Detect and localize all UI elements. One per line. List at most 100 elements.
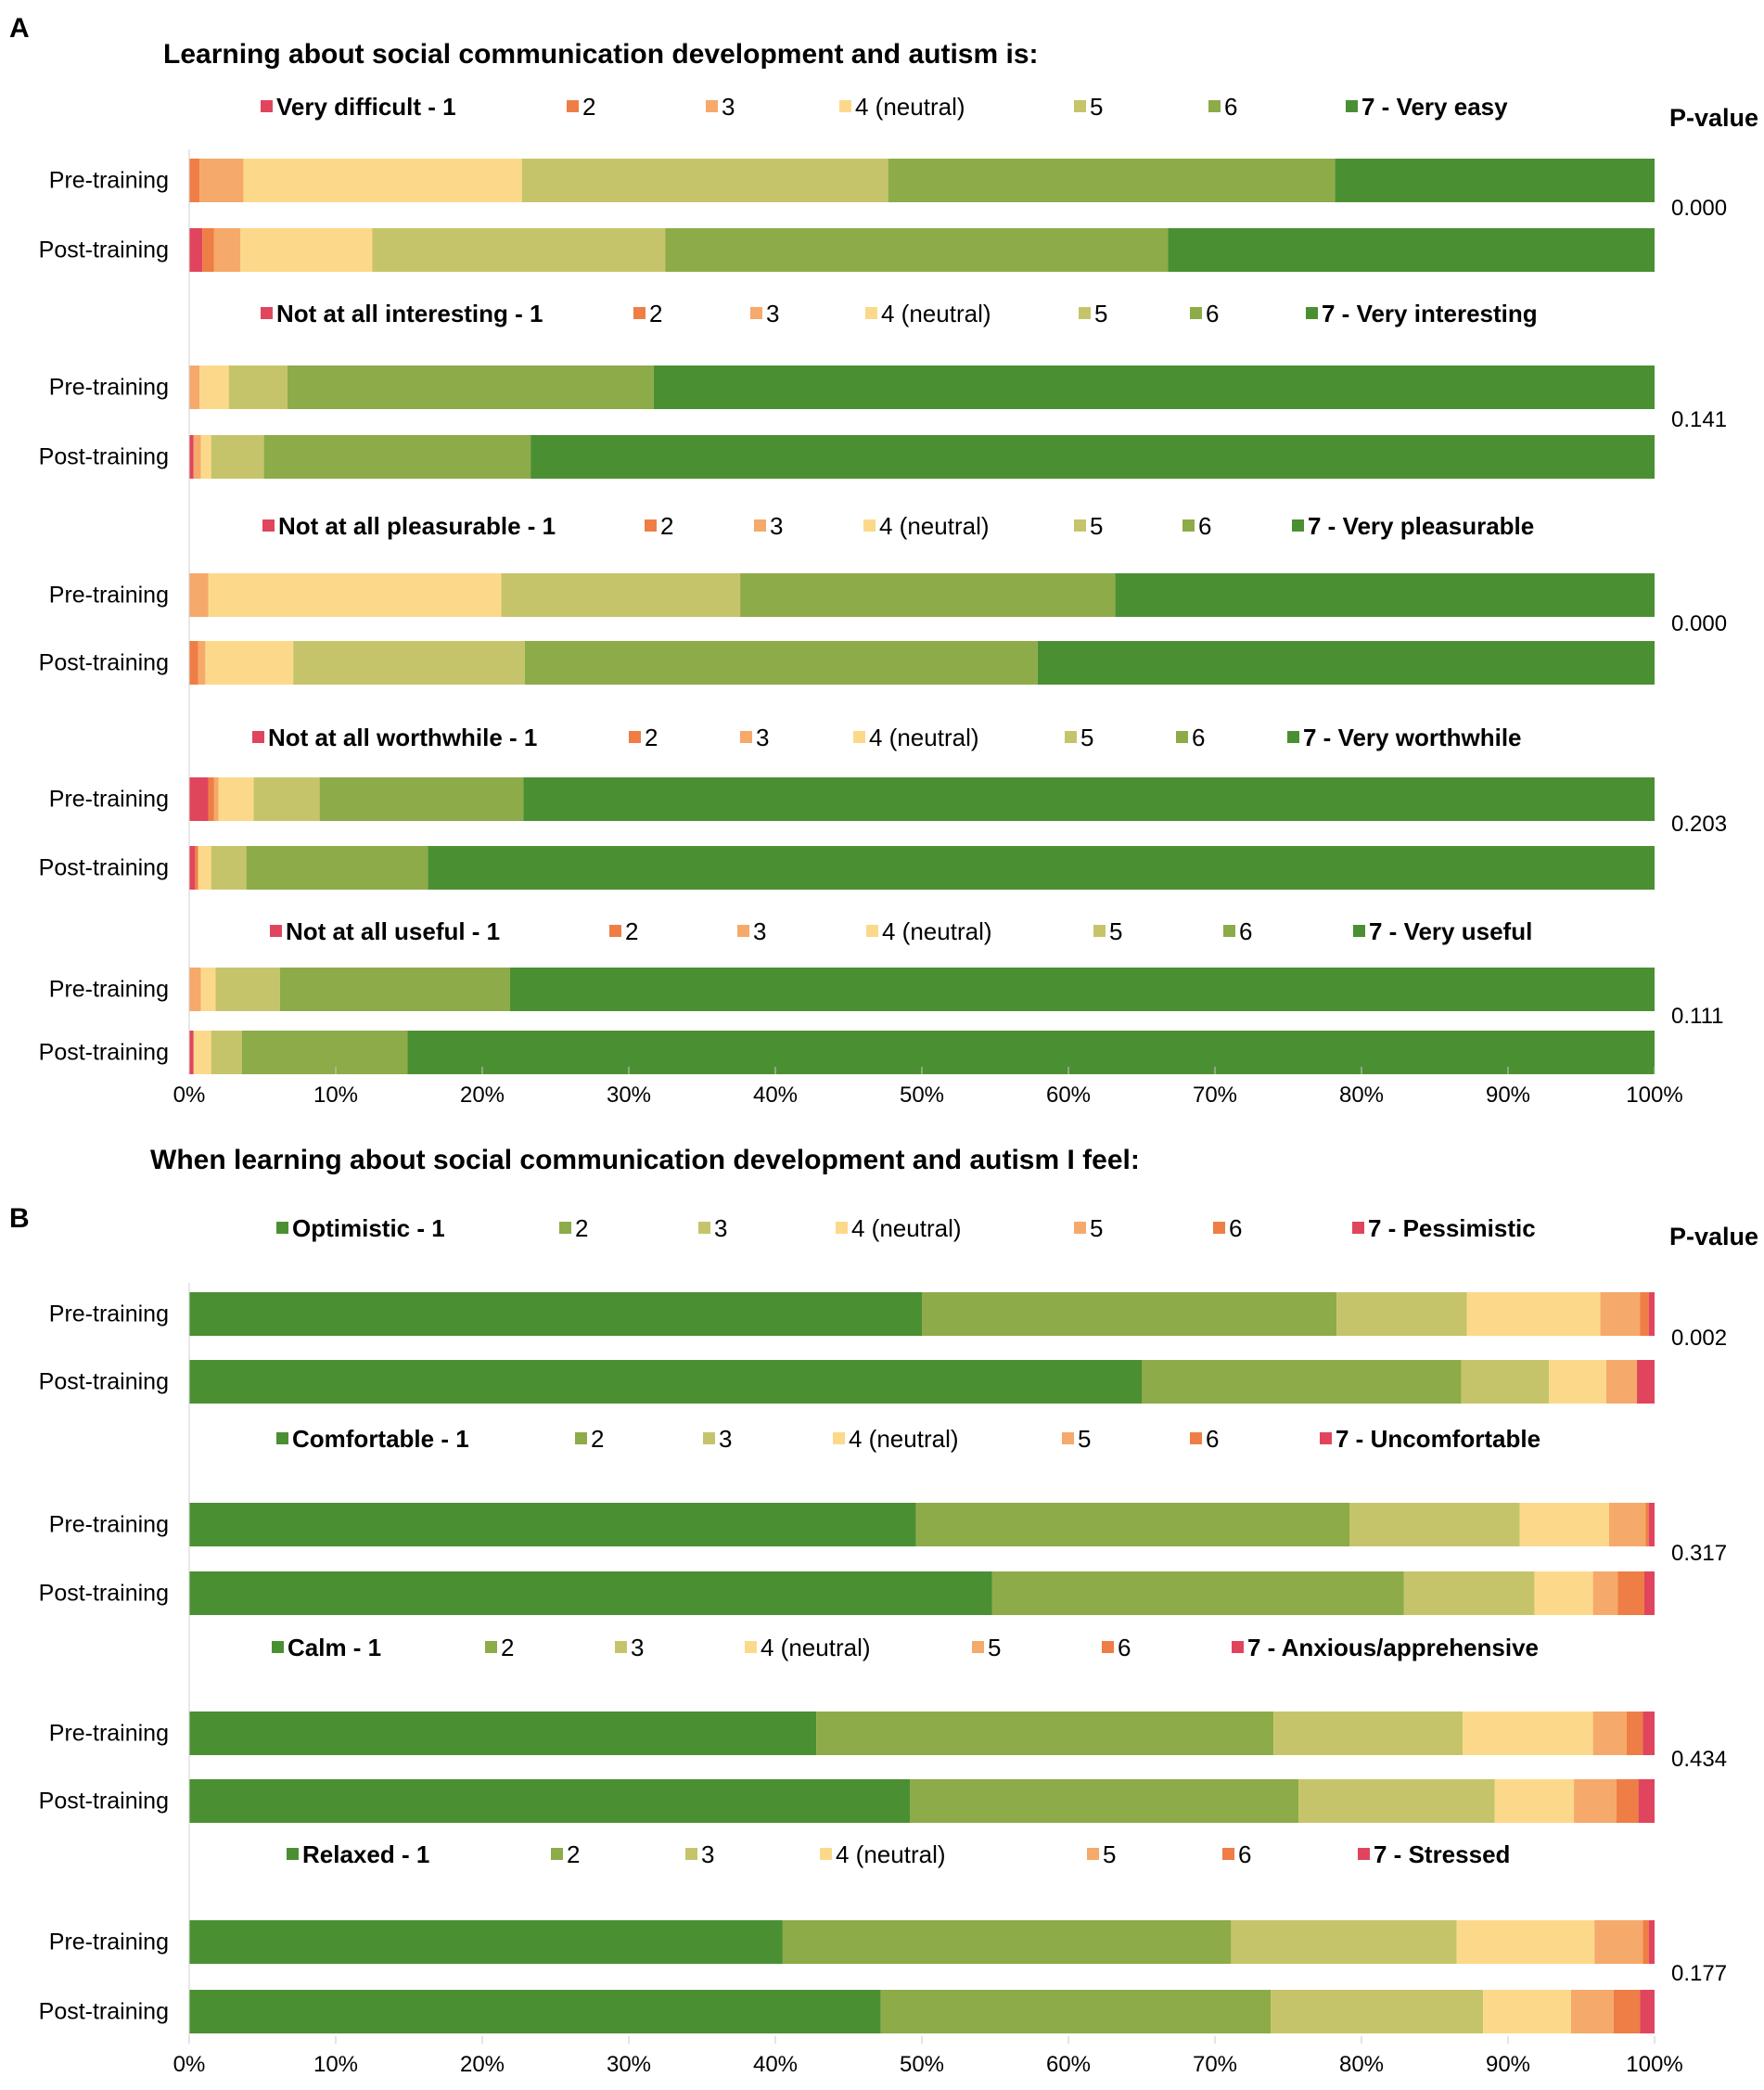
row-label: Pre-training <box>49 787 169 813</box>
x-tick-label: 30% <box>607 1083 651 1108</box>
legend-swatch <box>1306 307 1318 319</box>
bar-segment <box>189 1779 911 1823</box>
bar-segment <box>1640 1990 1655 2033</box>
bar-segment <box>1648 1920 1655 1964</box>
legend-swatch <box>1358 1848 1370 1860</box>
p-value: 0.000 <box>1671 611 1727 636</box>
row-label: Pre-training <box>49 1930 169 1955</box>
legend-swatch <box>1074 100 1086 112</box>
bar-segment <box>1456 1920 1595 1964</box>
legend-swatch <box>485 1641 497 1653</box>
legend-swatch <box>820 1848 832 1860</box>
bar-segment <box>189 1292 922 1336</box>
legend-label: 7 - Very easy <box>1361 93 1508 121</box>
x-tick-label: 20% <box>460 1083 505 1108</box>
legend-label: 6 <box>1206 300 1219 327</box>
bar-segment <box>1271 1990 1484 2033</box>
legend-swatch <box>1352 1222 1364 1234</box>
legend-swatch <box>1074 1222 1086 1234</box>
p-value: 0.000 <box>1671 196 1727 221</box>
row-label: Post-training <box>39 444 169 470</box>
legend-swatch <box>276 1222 288 1234</box>
panel-b-letter: B <box>9 1203 30 1234</box>
legend-swatch <box>740 731 752 743</box>
row-label: Post-training <box>39 1789 169 1814</box>
legend-label: Comfortable - 1 <box>292 1425 469 1453</box>
bar-segment <box>243 159 522 202</box>
legend-label: 6 <box>1118 1634 1131 1661</box>
x-tick-label: 70% <box>1193 2052 1237 2077</box>
bar-segment <box>991 1571 1404 1615</box>
legend-label: 2 <box>591 1425 604 1453</box>
bar-segment <box>200 435 211 479</box>
legend-swatch <box>1213 1222 1225 1234</box>
legend-swatch <box>1087 1848 1099 1860</box>
legend-label: Not at all useful - 1 <box>286 917 500 945</box>
bar-segment <box>189 641 198 685</box>
legend-swatch <box>1190 1432 1202 1444</box>
legend-swatch <box>551 1848 563 1860</box>
row-label: Post-training <box>39 1999 169 2025</box>
legend-label: 7 - Pessimistic <box>1368 1214 1536 1242</box>
panel-b-pvalue-header: P-value <box>1669 1223 1758 1250</box>
row-label: Pre-training <box>49 375 169 401</box>
legend-label: 7 - Very interesting <box>1322 300 1538 327</box>
bar-segment <box>1483 1990 1571 2033</box>
legend-label: 4 (neutral) <box>836 1840 946 1868</box>
bar-segment <box>1466 1292 1601 1336</box>
bar-segment <box>263 435 531 479</box>
x-tick-label: 70% <box>1193 1083 1237 1108</box>
bar-segment <box>195 846 198 890</box>
legend-label: Very difficult - 1 <box>276 93 456 121</box>
legend-label: 2 <box>575 1214 588 1242</box>
legend-label: Optimistic - 1 <box>292 1214 445 1242</box>
legend-label: Calm - 1 <box>288 1634 381 1661</box>
bar-segment <box>1298 1779 1495 1823</box>
legend-label: 6 <box>1239 917 1252 945</box>
bar-segment <box>1638 1779 1655 1823</box>
bar-segment <box>653 365 1655 409</box>
legend-swatch <box>737 925 749 937</box>
row-label: Pre-training <box>49 1721 169 1747</box>
x-tick-label: 80% <box>1339 1083 1384 1108</box>
bar-segment <box>211 435 264 479</box>
bar-segment <box>1115 573 1655 617</box>
bar-segment <box>202 228 214 272</box>
legend-swatch <box>270 925 282 937</box>
bar-segment <box>253 777 320 821</box>
bar-segment <box>407 1031 1655 1074</box>
bar-segment <box>189 1712 817 1755</box>
legend-label: 7 - Very worthwhile <box>1303 724 1522 751</box>
bar-segment <box>193 1031 211 1074</box>
legend-swatch <box>1074 519 1086 532</box>
bar-segment <box>1616 1779 1639 1823</box>
bar-segment <box>1273 1712 1464 1755</box>
legend-swatch <box>262 519 275 532</box>
legend-label: 2 <box>501 1634 514 1661</box>
bar-segment <box>189 365 200 409</box>
bar-segment <box>189 777 209 821</box>
legend-label: 7 - Uncomfortable <box>1336 1425 1540 1453</box>
bar-segment <box>1609 1503 1646 1546</box>
bar-segment <box>287 365 654 409</box>
bar-segment <box>1617 1571 1644 1615</box>
bar-segment <box>1643 1712 1655 1755</box>
bar-segment <box>189 1360 1142 1404</box>
bar-segment <box>1403 1571 1535 1615</box>
legend-label: 5 <box>1094 300 1107 327</box>
bar-segment <box>189 1990 881 2033</box>
row-label: Post-training <box>39 1369 169 1395</box>
legend-label: 7 - Anxious/apprehensive <box>1247 1634 1539 1661</box>
bar-segment <box>372 228 666 272</box>
legend-swatch <box>833 1432 845 1444</box>
bar-segment <box>510 968 1655 1011</box>
legend-swatch <box>633 307 646 319</box>
bar-segment <box>1534 1571 1593 1615</box>
legend-swatch <box>839 100 851 112</box>
legend-swatch <box>272 1641 284 1653</box>
bar-segment <box>189 1571 992 1615</box>
legend-swatch <box>698 1222 710 1234</box>
bar-segment <box>1643 1571 1655 1615</box>
x-tick-label: 50% <box>900 1083 944 1108</box>
bar-segment <box>1168 228 1655 272</box>
